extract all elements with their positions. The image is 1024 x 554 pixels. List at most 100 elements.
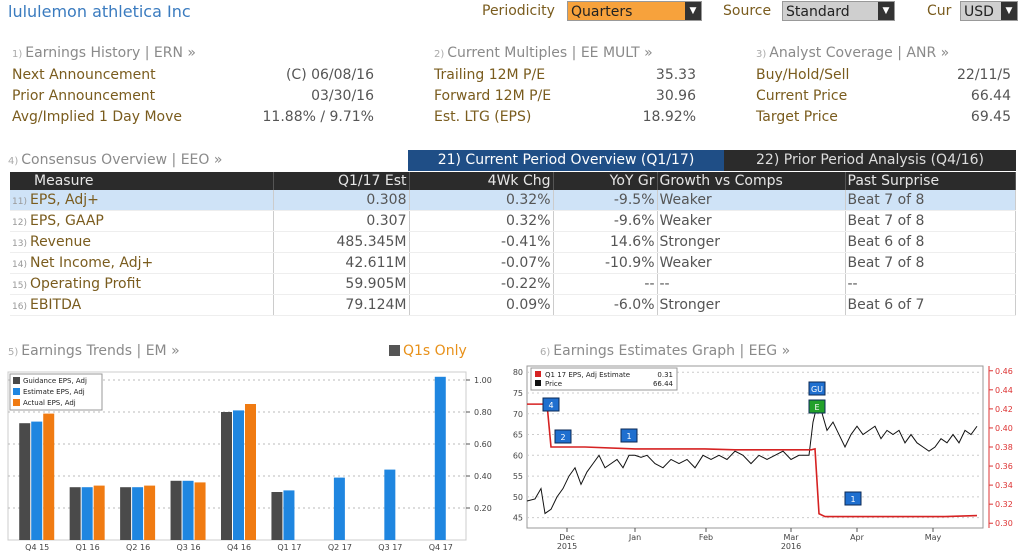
y-tick-label: 1.00: [474, 376, 492, 385]
event-marker-label: 4: [548, 401, 553, 410]
chevron-down-icon: ▼: [685, 2, 701, 20]
table-row[interactable]: 13) Revenue 485.345M -0.41% 14.6% Stronger Bea…: [10, 231, 1016, 253]
col-past-surprise[interactable]: Past Surprise: [845, 172, 1016, 190]
cell-surprise: Beat 7 of 8: [845, 252, 1016, 274]
cell-4wk-chg: 0.09%: [409, 294, 554, 316]
earnings-trends-title[interactable]: 5) Earnings Trends | EM »: [8, 343, 180, 359]
current-multiples-title[interactable]: 2) Current Multiples | EE MULT »: [434, 45, 653, 61]
cell-4wk-chg: 0.32%: [409, 190, 554, 211]
table-row[interactable]: 12) EPS, GAAP 0.307 0.32% -9.6% Weaker Beat 7 …: [10, 210, 1016, 232]
bar-estimate: [132, 487, 144, 540]
right-tick-label: 0.36: [995, 462, 1013, 471]
bar-actual: [93, 485, 105, 540]
x-tick-label: Q2 16: [126, 543, 150, 552]
currency-select[interactable]: USD ▼: [960, 1, 1018, 21]
cell-growth: Stronger: [657, 231, 846, 253]
prior-announcement-label: Prior Announcement: [12, 88, 156, 104]
y-tick-label: 0.40: [474, 472, 492, 481]
forward-pe-label: Forward 12M P/E: [434, 88, 552, 104]
cell-yoy-gr: -9.5%: [553, 190, 658, 211]
tab-prior-period[interactable]: 22) Prior Period Analysis (Q4/16): [724, 150, 1016, 171]
tab-current-period[interactable]: 21) Current Period Overview (Q1/17): [408, 150, 724, 171]
legend-label: Guidance EPS, Adj: [23, 377, 87, 385]
left-tick-label: 55: [513, 472, 523, 481]
avg-move-label: Avg/Implied 1 Day Move: [12, 109, 183, 125]
table-row[interactable]: 14) Net Income, Adj+ 42.611M -0.07% -10.9% We…: [10, 252, 1016, 274]
cell-estimate: 0.308: [273, 190, 410, 211]
x-tick-label: Q2 17: [328, 543, 352, 552]
x-month-label: Dec: [559, 533, 574, 542]
bar-estimate: [81, 487, 93, 540]
col-yoy-gr[interactable]: YoY Gr: [553, 172, 658, 190]
earnings-history-title[interactable]: 1) Earnings History | ERN »: [12, 45, 196, 61]
x-month-label: Mar: [783, 533, 799, 542]
estimates-graph-title[interactable]: 6) Earnings Estimates Graph | EEG »: [540, 343, 791, 359]
col-growth-vs-comps[interactable]: Growth vs Comps: [657, 172, 846, 190]
currency-value: USD: [964, 4, 994, 20]
right-tick-label: 0.30: [995, 519, 1013, 528]
event-marker-label: GU: [811, 385, 823, 394]
cell-estimate: 485.345M: [273, 231, 410, 253]
cell-4wk-chg: 0.32%: [409, 210, 554, 232]
x-year-label: 2016: [781, 542, 801, 551]
cell-4wk-chg: -0.41%: [409, 231, 554, 253]
bar-actual: [144, 485, 156, 540]
source-value: Standard: [786, 4, 850, 20]
cell-growth: Weaker: [657, 210, 846, 232]
legend-swatch: [13, 399, 20, 406]
cell-measure: 14) Net Income, Adj+: [10, 252, 274, 274]
bar-guidance: [271, 492, 283, 540]
buy-hold-sell-label: Buy/Hold/Sell: [756, 67, 850, 83]
event-marker-label: E: [814, 403, 819, 412]
table-row[interactable]: 16) EBITDA 79.124M 0.09% -6.0% Stronger Beat 6…: [10, 294, 1016, 316]
cell-estimate: 42.611M: [273, 252, 410, 274]
cell-growth: Weaker: [657, 252, 846, 274]
cell-surprise: Beat 7 of 8: [845, 210, 1016, 232]
estimates-graph-chart: 80 75 70 65 60 55 50 45 0.46 0.44 0.42 0.40 0.38 0.36…: [513, 365, 1013, 551]
legend-eps-value: 0.31: [657, 371, 673, 379]
periodicity-select[interactable]: Quarters ▼: [567, 1, 702, 21]
next-announcement-value: (C) 06/08/16: [285, 67, 374, 83]
left-tick-label: 75: [513, 389, 523, 398]
col-measure[interactable]: Measure: [10, 172, 274, 190]
price-line: [526, 404, 978, 515]
periodicity-value: Quarters: [571, 4, 633, 20]
legend-label: Estimate EPS, Adj: [23, 388, 85, 396]
left-tick-label: 80: [513, 368, 523, 377]
cell-estimate: 0.307: [273, 210, 410, 232]
legend-swatch: [13, 388, 20, 395]
analyst-coverage-title[interactable]: 3) Analyst Coverage | ANR »: [756, 45, 950, 61]
left-tick-label: 45: [513, 514, 523, 523]
cell-yoy-gr: 14.6%: [553, 231, 658, 253]
currency-label: Cur: [927, 3, 952, 19]
bar-estimate: [384, 469, 396, 540]
y-tick-label: 0.60: [474, 440, 492, 449]
trailing-pe-label: Trailing 12M P/E: [434, 67, 546, 83]
cell-measure: 15) Operating Profit: [10, 273, 274, 295]
bar-estimate: [182, 480, 194, 540]
table-row[interactable]: 11) EPS, Adj+ 0.308 0.32% -9.5% Weaker Beat 7 …: [10, 190, 1016, 211]
legend-box: [9, 373, 103, 411]
col-4wk-chg[interactable]: 4Wk Chg: [409, 172, 554, 190]
table-row[interactable]: 15) Operating Profit 59.905M -0.22% -- -- --: [10, 273, 1016, 295]
col-estimate[interactable]: Q1/17 Est: [273, 172, 410, 190]
q1s-only-toggle[interactable]: Q1s Only: [389, 343, 467, 359]
bar-guidance: [120, 487, 132, 540]
earnings-trends-chart: 1.00 0.80 0.60 0.40 0.20 Q4 15 Q1 16 Q2 16 Q3 16…: [7, 371, 492, 552]
source-select[interactable]: Standard ▼: [782, 1, 895, 21]
cell-yoy-gr: -6.0%: [553, 294, 658, 316]
company-name: lululemon athletica Inc: [8, 2, 191, 21]
y-tick-label: 0.80: [474, 408, 492, 417]
target-price-value: 69.45: [970, 109, 1011, 125]
x-tick-label: Q3 16: [177, 543, 201, 552]
bar-estimate: [283, 490, 295, 540]
consensus-overview-title[interactable]: 4) Consensus Overview | EEO »: [8, 152, 223, 168]
x-month-label: Feb: [699, 533, 713, 542]
x-year-label: 2015: [557, 542, 577, 551]
left-tick-label: 50: [513, 493, 523, 502]
bar-guidance: [69, 487, 81, 540]
est-ltg-value: 18.92%: [642, 109, 696, 125]
event-marker-label: 1: [850, 495, 855, 504]
cell-growth: --: [657, 273, 846, 295]
left-tick-label: 65: [513, 431, 523, 440]
